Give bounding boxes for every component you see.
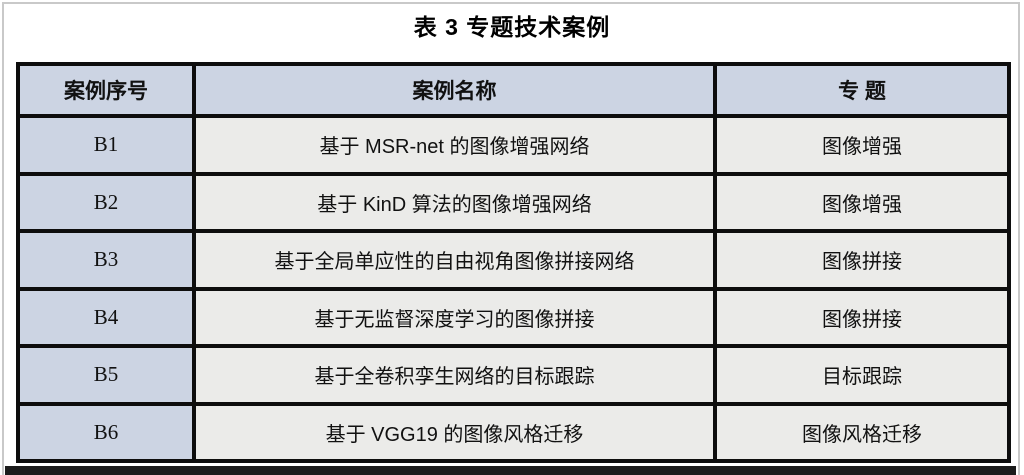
- case-name: 基于全卷积孪生网络的目标跟踪: [192, 344, 717, 406]
- page-bottom-divider: [5, 466, 1016, 475]
- case-id: B2: [16, 171, 196, 233]
- header-case-name: 案例名称: [192, 62, 717, 118]
- case-id: B1: [16, 114, 196, 176]
- page-edge-top: [2, 2, 1020, 4]
- case-id: B6: [16, 401, 196, 463]
- table-row: B2 基于 KinD 算法的图像增强网络 图像增强: [16, 171, 1011, 233]
- case-id: B3: [16, 229, 196, 291]
- case-topic: 图像风格迁移: [713, 401, 1011, 463]
- case-topic: 目标跟踪: [713, 344, 1011, 406]
- page-edge-left: [2, 2, 4, 475]
- page-edge-right: [1018, 2, 1020, 475]
- table-header-row: 案例序号 案例名称 专 题: [16, 62, 1011, 118]
- case-id: B5: [16, 344, 196, 406]
- case-topic: 图像增强: [713, 171, 1011, 233]
- case-topic: 图像增强: [713, 114, 1011, 176]
- case-topic: 图像拼接: [713, 229, 1011, 291]
- table-row: B3 基于全局单应性的自由视角图像拼接网络 图像拼接: [16, 229, 1011, 291]
- header-topic: 专 题: [713, 62, 1011, 118]
- case-table: 案例序号 案例名称 专 题 B1 基于 MSR-net 的图像增强网络 图像增强…: [16, 62, 1011, 463]
- case-name: 基于 KinD 算法的图像增强网络: [192, 171, 717, 233]
- case-name: 基于全局单应性的自由视角图像拼接网络: [192, 229, 717, 291]
- table-row: B4 基于无监督深度学习的图像拼接 图像拼接: [16, 286, 1011, 348]
- table-row: B6 基于 VGG19 的图像风格迁移 图像风格迁移: [16, 401, 1011, 463]
- table-row: B5 基于全卷积孪生网络的目标跟踪 目标跟踪: [16, 344, 1011, 406]
- case-name: 基于 VGG19 的图像风格迁移: [192, 401, 717, 463]
- case-name: 基于无监督深度学习的图像拼接: [192, 286, 717, 348]
- case-topic: 图像拼接: [713, 286, 1011, 348]
- header-case-id: 案例序号: [16, 62, 196, 118]
- table-row: B1 基于 MSR-net 的图像增强网络 图像增强: [16, 114, 1011, 176]
- case-name: 基于 MSR-net 的图像增强网络: [192, 114, 717, 176]
- case-id: B4: [16, 286, 196, 348]
- table-caption: 表 3 专题技术案例: [413, 14, 611, 40]
